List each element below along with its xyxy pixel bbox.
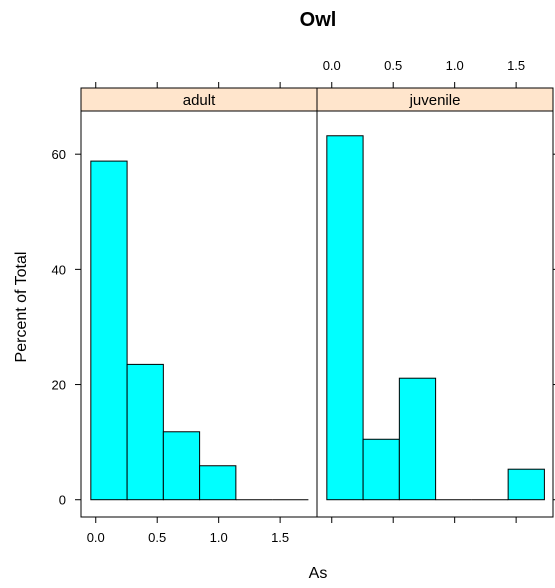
bar-juvenile-5	[507, 468, 545, 501]
bar-juvenile-0	[326, 135, 364, 501]
x-axis-title: As	[309, 565, 328, 582]
bar-adult-3	[199, 465, 237, 501]
strip-label-adult: adult	[183, 92, 216, 109]
bars-adult	[90, 160, 309, 501]
axes: 0.0 0.0 0.5 0.5 1.0 1.0 1.5 1.5 0 20 40 60	[52, 58, 555, 545]
bar-adult-2	[162, 431, 201, 501]
y-tick-label-2: 40	[52, 262, 66, 277]
x-tick-label-top-2: 1.0	[446, 58, 464, 73]
x-tick-label-bottom-1: 0.5	[148, 530, 166, 545]
y-tick-label-3: 60	[52, 147, 66, 162]
chart-title: Owl	[300, 9, 337, 31]
panel-juvenile: juvenile	[316, 87, 554, 518]
y-axis-title: Percent of Total	[13, 252, 30, 363]
bars-juvenile	[326, 135, 545, 501]
panel-adult: adult	[80, 87, 318, 518]
bar-adult-0	[90, 160, 128, 501]
x-tick-label-bottom-3: 1.5	[271, 530, 289, 545]
y-tick-label-0: 0	[59, 493, 66, 508]
plot-area-juvenile	[316, 110, 554, 518]
x-tick-label-bottom-0: 0.0	[87, 530, 105, 545]
x-tick-label-top-1: 0.5	[384, 58, 402, 73]
y-tick-label-1: 20	[52, 378, 66, 393]
bar-juvenile-1	[362, 438, 400, 501]
x-tick-label-top-3: 1.5	[507, 58, 525, 73]
bar-adult-1	[126, 363, 164, 501]
x-tick-label-top-0: 0.0	[323, 58, 341, 73]
bar-juvenile-2	[398, 377, 437, 501]
strip-label-juvenile: juvenile	[409, 92, 461, 109]
x-tick-label-bottom-2: 1.0	[210, 530, 228, 545]
